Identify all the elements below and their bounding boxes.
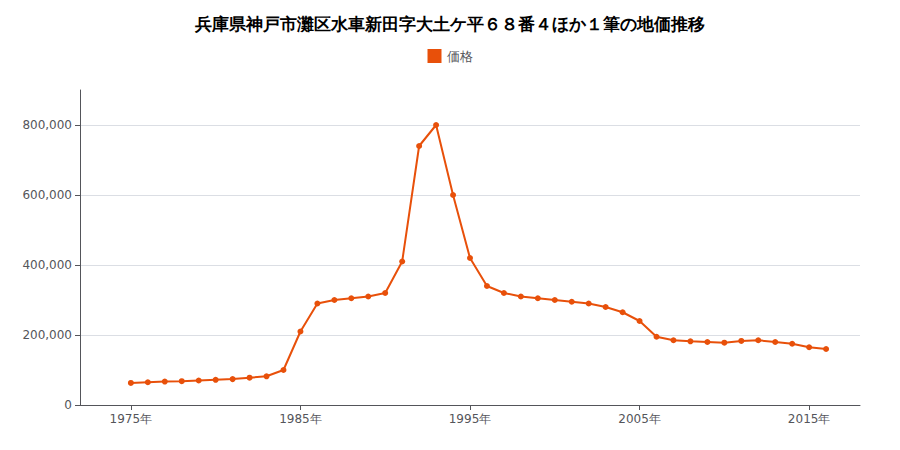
svg-text:2005年: 2005年 [618, 412, 661, 426]
svg-text:800,000: 800,000 [22, 118, 72, 132]
svg-text:1975年: 1975年 [110, 412, 153, 426]
svg-text:400,000: 400,000 [22, 258, 72, 272]
svg-text:兵庫県神戸市灘区水車新田字大土ケ平６８番４ほか１筆の地価推移: 兵庫県神戸市灘区水車新田字大土ケ平６８番４ほか１筆の地価推移 [194, 14, 705, 34]
svg-text:価格: 価格 [447, 49, 473, 64]
svg-text:1985年: 1985年 [279, 412, 322, 426]
svg-text:600,000: 600,000 [22, 188, 72, 202]
svg-text:1995年: 1995年 [449, 412, 492, 426]
svg-text:200,000: 200,000 [22, 328, 72, 342]
svg-text:2015年: 2015年 [788, 412, 831, 426]
svg-text:0: 0 [64, 398, 72, 412]
